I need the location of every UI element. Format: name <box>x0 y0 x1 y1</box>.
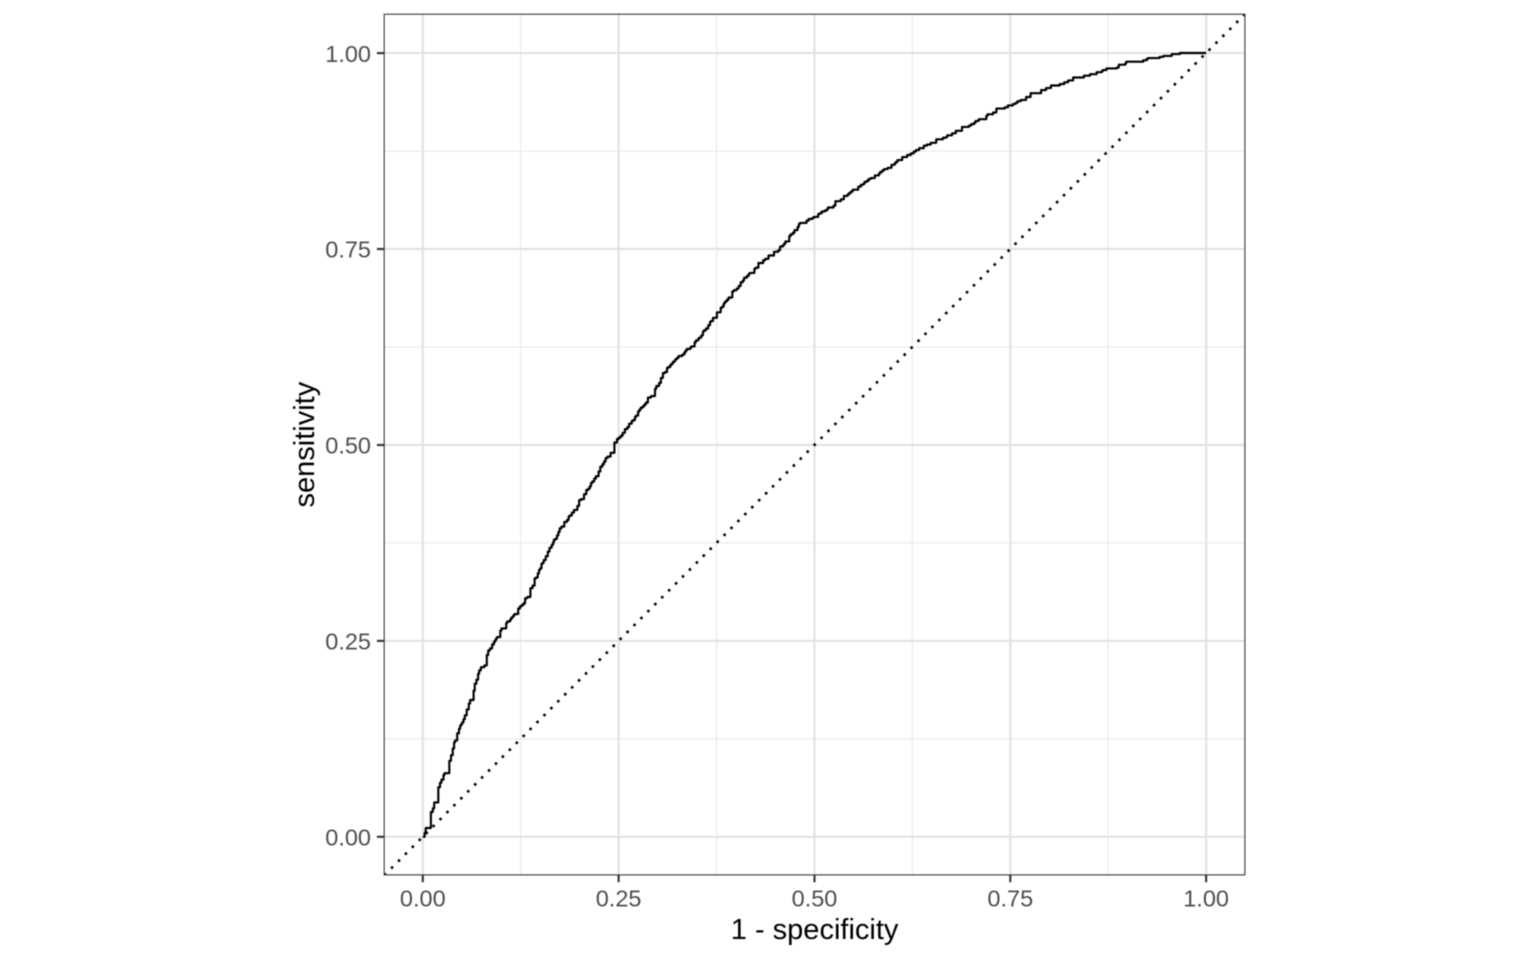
svg-text:sensitivity: sensitivity <box>289 381 321 507</box>
svg-text:1.00: 1.00 <box>325 41 371 67</box>
svg-text:0.00: 0.00 <box>325 825 371 851</box>
svg-text:0.50: 0.50 <box>325 433 371 459</box>
svg-text:0.50: 0.50 <box>792 886 838 912</box>
svg-text:0.75: 0.75 <box>987 886 1033 912</box>
svg-text:0.25: 0.25 <box>596 886 642 912</box>
svg-text:0.00: 0.00 <box>400 886 446 912</box>
svg-text:0.75: 0.75 <box>325 237 371 263</box>
svg-text:0.25: 0.25 <box>325 629 371 655</box>
svg-text:1.00: 1.00 <box>1183 886 1229 912</box>
svg-text:1 - specificity: 1 - specificity <box>731 914 899 946</box>
